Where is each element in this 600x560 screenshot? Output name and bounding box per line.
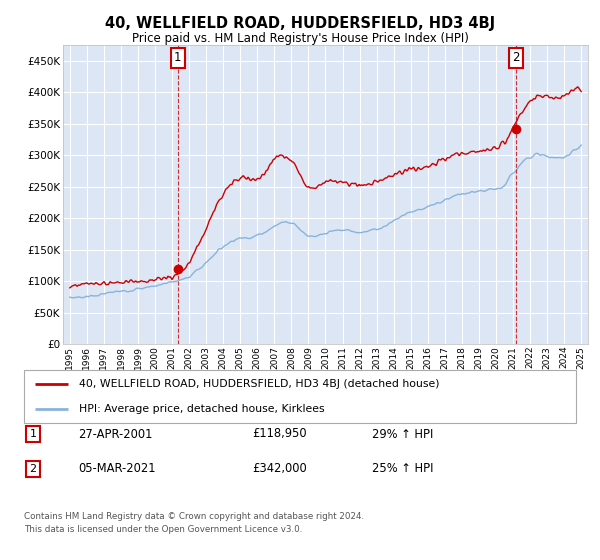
Text: Contains HM Land Registry data © Crown copyright and database right 2024.
This d: Contains HM Land Registry data © Crown c… — [24, 512, 364, 534]
Text: 2: 2 — [29, 464, 37, 474]
Text: 40, WELLFIELD ROAD, HUDDERSFIELD, HD3 4BJ (detached house): 40, WELLFIELD ROAD, HUDDERSFIELD, HD3 4B… — [79, 380, 440, 390]
Text: 2: 2 — [512, 52, 520, 64]
Text: 05-MAR-2021: 05-MAR-2021 — [78, 462, 155, 475]
Text: 27-APR-2001: 27-APR-2001 — [78, 427, 152, 441]
Text: 29% ↑ HPI: 29% ↑ HPI — [372, 427, 433, 441]
Text: 25% ↑ HPI: 25% ↑ HPI — [372, 462, 433, 475]
Text: 1: 1 — [174, 52, 181, 64]
Text: 40, WELLFIELD ROAD, HUDDERSFIELD, HD3 4BJ: 40, WELLFIELD ROAD, HUDDERSFIELD, HD3 4B… — [105, 16, 495, 31]
Text: HPI: Average price, detached house, Kirklees: HPI: Average price, detached house, Kirk… — [79, 404, 325, 414]
Text: Price paid vs. HM Land Registry's House Price Index (HPI): Price paid vs. HM Land Registry's House … — [131, 31, 469, 45]
Text: £118,950: £118,950 — [252, 427, 307, 441]
FancyBboxPatch shape — [24, 370, 576, 423]
Text: 1: 1 — [29, 429, 37, 439]
Text: £342,000: £342,000 — [252, 462, 307, 475]
